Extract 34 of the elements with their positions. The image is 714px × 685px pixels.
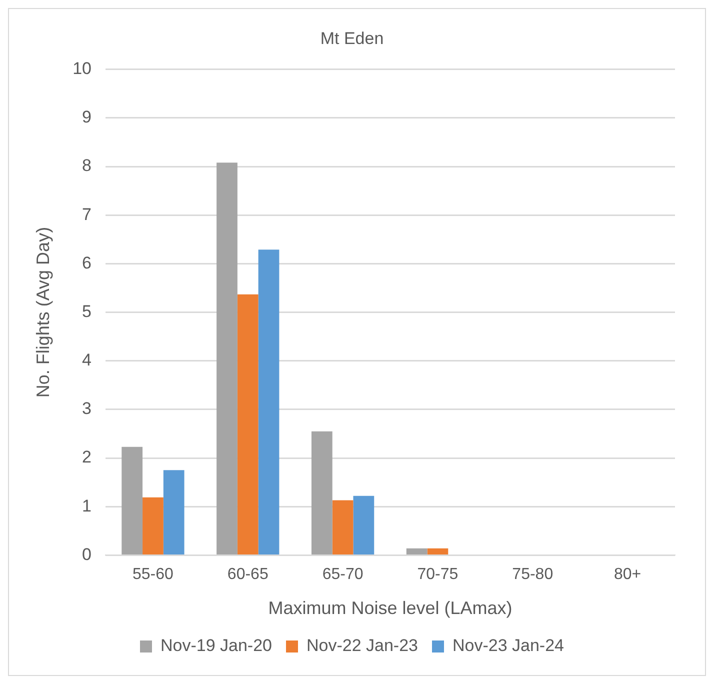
chart-title: Mt Eden [320, 28, 384, 48]
bar [353, 496, 374, 554]
bar [237, 294, 258, 554]
y-tick-label: 7 [82, 204, 92, 224]
y-tick-label: 3 [82, 399, 92, 418]
bar [406, 548, 428, 554]
legend-label: Nov-22 Jan-23 [306, 636, 418, 656]
y-tick-label: 8 [82, 156, 92, 176]
x-tick-label: 70-75 [417, 566, 458, 584]
legend-label: Nov-23 Jan-24 [452, 636, 564, 656]
bar [311, 431, 332, 554]
x-tick-label: 65-70 [322, 566, 364, 584]
bar [163, 470, 184, 554]
y-tick-label: 10 [72, 59, 92, 78]
y-tick-label: 9 [82, 108, 92, 127]
bar [427, 548, 448, 554]
y-axis-title: No. Flights (Avg Day) [32, 226, 53, 398]
x-tick-label: 55-60 [132, 566, 174, 584]
x-tick-label: 60-65 [227, 566, 268, 584]
bar [216, 162, 238, 554]
bar [122, 446, 143, 554]
y-tick-label: 2 [82, 448, 92, 467]
y-tick-label: 0 [82, 544, 92, 564]
y-tick-label: 4 [82, 350, 92, 370]
x-axis-title: Maximum Noise level (LAmax) [268, 598, 512, 618]
bar [258, 250, 280, 554]
x-tick-label: 80+ [614, 566, 642, 584]
y-tick-label: 6 [82, 253, 92, 272]
y-tick-label: 1 [82, 496, 92, 516]
x-tick-label: 75-80 [512, 566, 554, 584]
bar [332, 500, 354, 554]
legend-label: Nov-19 Jan-20 [160, 636, 272, 656]
bar [142, 497, 164, 554]
y-tick-label: 5 [82, 302, 92, 321]
